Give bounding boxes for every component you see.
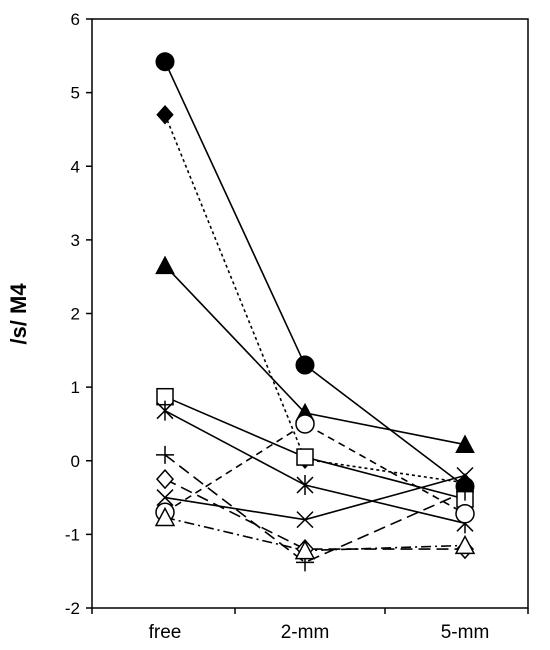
y-axis-title: /s/ M4 (6, 283, 31, 345)
marker-open-triangle (454, 534, 476, 555)
x-category-label: free (149, 622, 182, 643)
marker-x (456, 466, 474, 485)
marker-open-circle (455, 504, 475, 524)
y-tick-label: 2 (71, 305, 80, 324)
series-line (164, 454, 466, 564)
y-tick-label: 6 (71, 10, 80, 29)
series-line (164, 409, 466, 525)
marker-star (156, 400, 174, 421)
marker-open-triangle (154, 506, 176, 527)
series-line (164, 265, 466, 446)
series-line (164, 516, 466, 552)
y-tick-label: 0 (71, 452, 80, 471)
y-tick-label: 3 (71, 231, 80, 250)
x-category-label: 2-mm (281, 622, 330, 643)
series-line (164, 423, 466, 515)
marker-x (156, 489, 174, 507)
series-line (164, 114, 466, 484)
marker-star (296, 475, 314, 496)
series-line (164, 478, 465, 550)
y-tick-label: -2 (65, 599, 80, 618)
series-line (164, 61, 466, 488)
marker-x (296, 511, 314, 529)
marker-filled-circle (155, 52, 175, 72)
marker-open-diamond (155, 469, 175, 490)
y-tick-label: 4 (71, 157, 80, 176)
marker-filled-diamond (156, 104, 174, 125)
x-category-label: 5-mm (441, 622, 490, 643)
marker-filled-triangle (455, 434, 475, 454)
marker-filled-triangle (155, 255, 175, 275)
y-tick-label: 1 (71, 378, 80, 397)
y-tick-label: -1 (65, 525, 80, 544)
marker-plus (456, 482, 474, 501)
marker-open-circle (295, 414, 315, 434)
marker-open-triangle (294, 539, 316, 560)
marker-filled-circle (295, 355, 315, 375)
y-tick-label: 5 (71, 84, 80, 103)
marker-plus (156, 445, 174, 464)
marker-open-square (296, 448, 314, 466)
